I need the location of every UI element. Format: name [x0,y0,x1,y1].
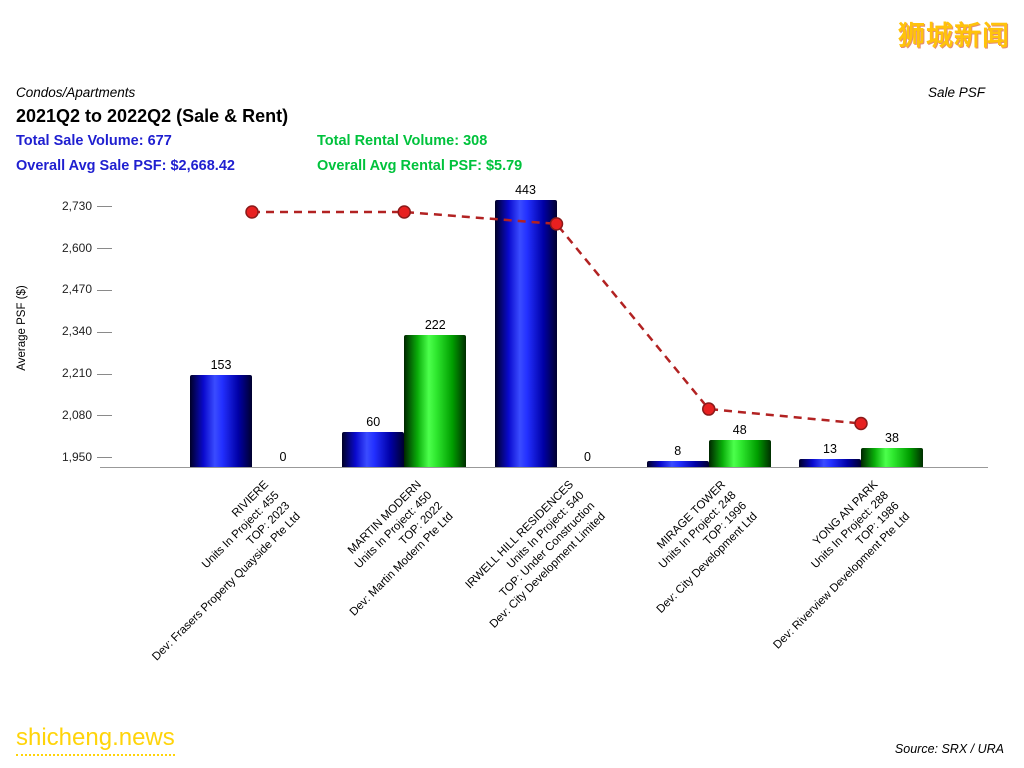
sale-volume-label: 8 [674,443,682,458]
y-tick-mark [97,457,112,459]
x-axis-group-label: MARTIN MODERN Units In Project: 450 TOP: 2… [315,478,457,620]
y-tick-mark [97,415,112,417]
site-logo: 狮城新闻 [898,21,1010,51]
x-axis-group-label: MIRAGE TOWER Units In Project: 248 TOP: 19… [622,478,761,617]
overall-avg-rental-psf-stat: Overall Avg Rental PSF: $5.79 [317,158,523,174]
sale-volume-label: 13 [823,441,837,456]
sale-psf-series-label: Sale PSF [927,85,985,100]
y-tick-label: 2,340 [61,324,92,339]
overall-avg-sale-psf-stat: Overall Avg Sale PSF: $2,668.42 [16,158,235,174]
sale-bar [494,199,557,467]
y-tick-mark [97,373,112,375]
total-rental-volume-stat: Total Rental Volume: 308 [317,133,488,149]
sale-bar [646,460,709,467]
sale-volume-label: 60 [366,414,381,429]
sale-psf-point [245,205,259,219]
x-axis-group-label: RIVIERE Units In Project: 455 TOP: 2023 Dev… [118,478,305,665]
chart-title: 2021Q2 to 2022Q2 (Sale & Rent) [16,106,289,126]
rental-bar [708,439,771,467]
total-sale-volume-stat: Total Sale Volume: 677 [16,133,172,149]
x-label-line: Units In Project: 455 [200,489,282,572]
rental-volume-label: 48 [732,422,747,437]
rental-volume-label: 0 [279,450,287,464]
rental-volume-label: 222 [424,317,446,332]
watermark-site-name: shicheng.news [16,724,175,756]
y-tick-label: 2,080 [61,407,92,422]
x-axis-line [100,467,988,468]
y-tick-label: 1,950 [61,449,92,464]
sale-volume-label: 153 [210,358,232,373]
y-tick-label: 2,210 [61,366,92,381]
sale-bar [799,458,861,467]
rental-bar [404,334,467,467]
sale-bar [342,431,405,467]
rental-volume-label: 0 [584,450,591,464]
rental-volume-label: 38 [885,430,899,445]
y-tick-mark [97,206,112,208]
y-tick-label: 2,730 [61,198,92,213]
x-axis-group-label: IRWELL HILL RESIDENCES Units In Project: … [455,478,609,632]
source-attribution: Source: SRX / URA [894,742,1004,756]
sale-psf-line-path [252,210,862,425]
y-tick-label: 2,470 [61,282,92,297]
x-axis-group-label: YONG AN PARK Units In Project: 288 TOP: 19… [739,478,914,653]
y-tick-mark [97,331,112,333]
sale-psf-point [854,416,868,431]
y-tick-mark [97,289,112,291]
y-tick-label: 2,600 [61,240,92,255]
rental-bar [861,447,923,467]
y-tick-mark [97,248,112,250]
property-category-label: Condos/Apartments [16,85,136,100]
sale-bar [190,375,252,467]
sale-volume-label: 443 [515,182,536,197]
sale-psf-point [702,402,716,416]
sale-psf-point [397,205,411,219]
